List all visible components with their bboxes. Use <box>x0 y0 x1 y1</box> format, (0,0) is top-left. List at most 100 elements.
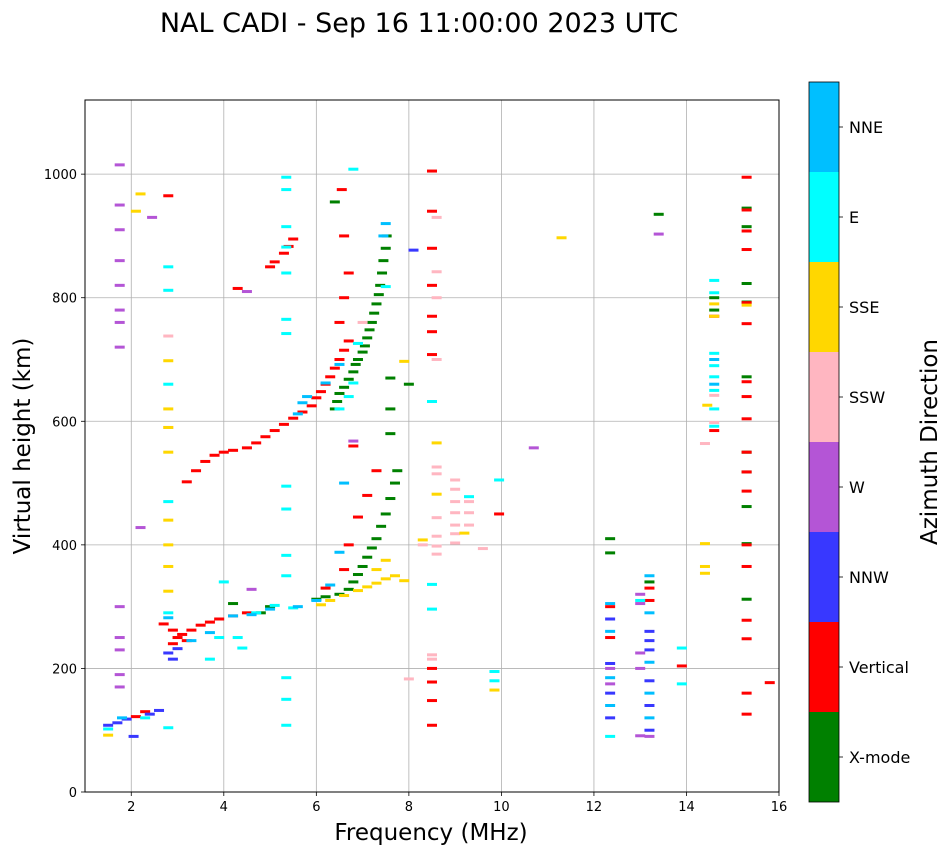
echo-vertical <box>269 429 280 433</box>
echo-nne <box>644 611 655 615</box>
echo-w <box>114 636 125 640</box>
colorbar: X-mode Vertical NNW W SSW SSE E NNE <box>808 81 910 803</box>
colorbar-swatch <box>809 532 839 622</box>
echo-x-mode <box>364 328 375 332</box>
echo-e <box>163 288 174 292</box>
echo-x-mode <box>605 537 616 541</box>
echo-nnw <box>408 248 419 252</box>
echo-nnw <box>167 657 178 661</box>
echo-x-mode <box>371 537 382 541</box>
echo-e <box>709 364 720 368</box>
echo-vertical <box>172 636 183 640</box>
echo-ssw <box>431 296 442 300</box>
echo-e <box>348 381 359 385</box>
colorbar-swatch <box>809 352 839 442</box>
echo-vertical <box>764 681 775 685</box>
echo-w <box>635 651 646 655</box>
echo-vertical <box>362 493 373 497</box>
echo-nne <box>297 401 308 405</box>
echo-w <box>348 439 359 443</box>
echo-vertical <box>158 622 169 626</box>
echo-e <box>635 598 646 602</box>
echo-sse <box>709 302 720 306</box>
echo-nnw <box>644 728 655 732</box>
echo-sse <box>399 579 410 583</box>
echo-w <box>114 203 125 207</box>
echo-sse <box>163 450 174 454</box>
echo-vertical <box>427 353 437 357</box>
echo-e <box>489 670 500 674</box>
echo-vertical <box>741 395 752 399</box>
echo-ssw <box>450 523 461 527</box>
echo-x-mode <box>350 362 361 366</box>
echo-vertical <box>741 208 752 212</box>
colorbar-tick-label: SSW <box>849 388 885 407</box>
echo-e <box>281 723 292 727</box>
echo-x-mode <box>385 432 396 436</box>
echo-x-mode <box>385 376 396 380</box>
echo-x-mode <box>380 512 391 516</box>
echo-sse <box>699 564 710 568</box>
echo-w <box>114 605 125 609</box>
echo-ssw <box>357 320 368 324</box>
x-tick-label: 10 <box>493 800 510 815</box>
echo-x-mode <box>343 377 354 381</box>
echo-sse <box>399 359 410 363</box>
echo-vertical <box>306 404 317 408</box>
echo-e <box>163 611 174 615</box>
echo-x-mode <box>377 271 388 275</box>
echo-nnw <box>605 716 616 720</box>
echo-sse <box>163 359 174 363</box>
echo-nnw <box>112 721 123 725</box>
echo-ssw <box>699 442 710 446</box>
echo-x-mode <box>375 283 386 287</box>
echo-vertical <box>167 628 178 632</box>
echo-ssw <box>431 544 442 548</box>
echo-vertical <box>325 375 336 379</box>
x-tick-label: 4 <box>220 800 228 815</box>
x-axis-label: Frequency (MHz) <box>334 820 527 846</box>
echo-nne <box>644 716 655 720</box>
echo-nnw <box>605 661 616 665</box>
echo-sse <box>130 209 141 213</box>
echo-e <box>232 636 243 640</box>
y-tick-label: 1000 <box>44 168 77 183</box>
echo-vertical <box>676 664 687 668</box>
echo-e <box>281 676 292 680</box>
echo-ssw <box>450 532 461 536</box>
echo-w <box>605 666 616 670</box>
y-tick-label: 600 <box>52 415 77 430</box>
echo-vertical <box>741 564 752 568</box>
echo-vertical <box>204 620 215 624</box>
colorbar-tick-label: Vertical <box>849 658 909 677</box>
echo-sse <box>380 577 391 581</box>
echo-ssw <box>450 541 461 545</box>
echo-vertical <box>605 605 616 609</box>
echo-vertical <box>339 296 350 300</box>
echo-sse <box>163 407 174 411</box>
echo-vertical <box>329 366 340 370</box>
echo-ssw <box>709 393 720 397</box>
echo-w <box>114 320 125 324</box>
echo-x-mode <box>228 602 239 606</box>
echo-e <box>494 478 505 482</box>
echo-x-mode <box>362 555 373 559</box>
echo-vertical <box>605 636 616 640</box>
echo-sse <box>371 568 382 572</box>
echo-vertical <box>427 330 437 334</box>
echo-e <box>709 291 720 295</box>
echo-sse <box>315 603 326 607</box>
echo-nnw <box>605 691 616 695</box>
series-nne <box>117 222 720 720</box>
echo-w <box>114 163 125 167</box>
echo-vertical <box>251 441 262 445</box>
echo-x-mode <box>366 320 377 324</box>
echo-ssw <box>464 523 475 527</box>
echo-w <box>114 648 125 652</box>
echo-x-mode <box>389 481 400 485</box>
echo-x-mode <box>369 311 380 315</box>
echo-w <box>528 446 539 450</box>
data-marks <box>103 163 775 738</box>
echo-w <box>246 587 257 591</box>
echo-e <box>709 351 720 355</box>
